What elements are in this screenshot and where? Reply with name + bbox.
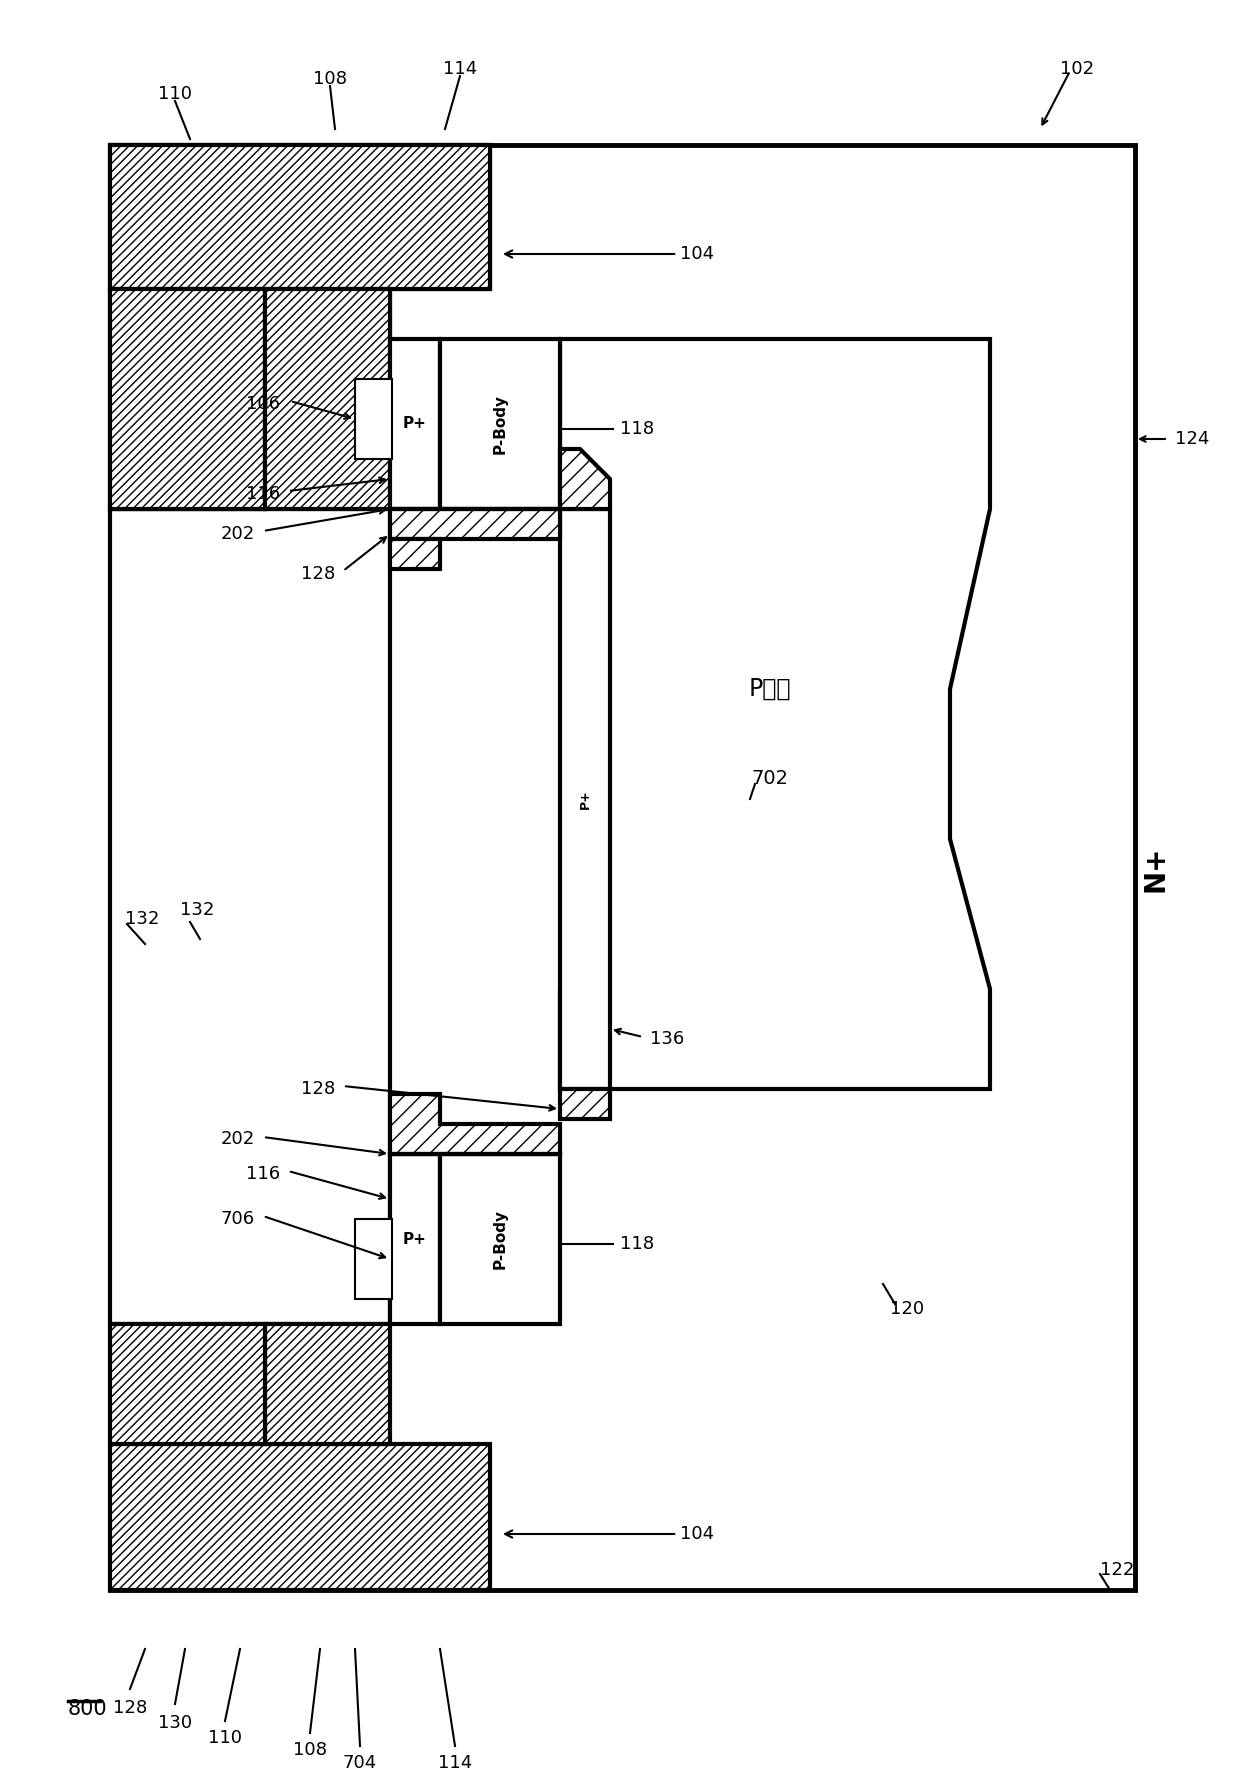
- Text: 102: 102: [1060, 61, 1094, 79]
- Text: 110: 110: [157, 86, 192, 104]
- Polygon shape: [391, 538, 440, 569]
- Polygon shape: [560, 449, 610, 510]
- Text: 132: 132: [180, 902, 215, 920]
- Polygon shape: [440, 1154, 560, 1324]
- Text: P+: P+: [579, 789, 591, 809]
- Text: 120: 120: [890, 1301, 924, 1318]
- Polygon shape: [265, 290, 391, 510]
- Bar: [355, 1218, 392, 1299]
- Text: P-Body: P-Body: [492, 394, 507, 454]
- Text: 704: 704: [343, 1753, 377, 1771]
- Text: 104: 104: [505, 1524, 714, 1542]
- Polygon shape: [440, 338, 560, 510]
- Bar: [110, 510, 391, 1324]
- Polygon shape: [110, 1324, 265, 1444]
- Text: 706: 706: [221, 1209, 255, 1227]
- Polygon shape: [265, 1324, 391, 1444]
- Text: N+: N+: [1141, 846, 1169, 893]
- Text: 128: 128: [301, 1081, 335, 1098]
- Polygon shape: [391, 1095, 560, 1154]
- Text: 202: 202: [221, 524, 255, 544]
- Text: 132: 132: [125, 911, 160, 928]
- Polygon shape: [110, 145, 490, 290]
- Text: 110: 110: [208, 1728, 242, 1748]
- Text: P型柱: P型柱: [749, 676, 791, 701]
- Text: 800: 800: [68, 1700, 108, 1719]
- Bar: [560, 510, 610, 1090]
- Text: 124: 124: [1176, 429, 1209, 447]
- Text: P-Body: P-Body: [492, 1209, 507, 1268]
- Polygon shape: [560, 1090, 610, 1118]
- Bar: [110, 145, 1135, 1590]
- Text: 116: 116: [246, 1165, 280, 1183]
- Polygon shape: [391, 510, 560, 538]
- Text: 202: 202: [221, 1131, 255, 1149]
- Text: 130: 130: [157, 1714, 192, 1732]
- Polygon shape: [391, 338, 440, 510]
- Bar: [355, 379, 392, 460]
- Polygon shape: [110, 290, 265, 510]
- Polygon shape: [110, 1444, 490, 1590]
- Text: P+: P+: [403, 1231, 427, 1247]
- Polygon shape: [110, 145, 490, 510]
- Text: 118: 118: [620, 420, 655, 438]
- Text: P+: P+: [403, 417, 427, 431]
- Text: 108: 108: [312, 70, 347, 88]
- Text: 116: 116: [246, 485, 280, 503]
- Text: 114: 114: [443, 61, 477, 79]
- Text: 702: 702: [751, 769, 789, 789]
- Text: 104: 104: [505, 245, 714, 263]
- Polygon shape: [391, 1154, 440, 1324]
- Text: 128: 128: [113, 1700, 148, 1717]
- Text: 114: 114: [438, 1753, 472, 1771]
- Polygon shape: [560, 338, 990, 1090]
- Text: 118: 118: [620, 1234, 655, 1252]
- Text: 108: 108: [293, 1741, 327, 1759]
- Text: 128: 128: [301, 565, 335, 583]
- Text: 136: 136: [650, 1030, 684, 1048]
- Text: 122: 122: [1100, 1562, 1135, 1580]
- Text: 106: 106: [246, 395, 280, 413]
